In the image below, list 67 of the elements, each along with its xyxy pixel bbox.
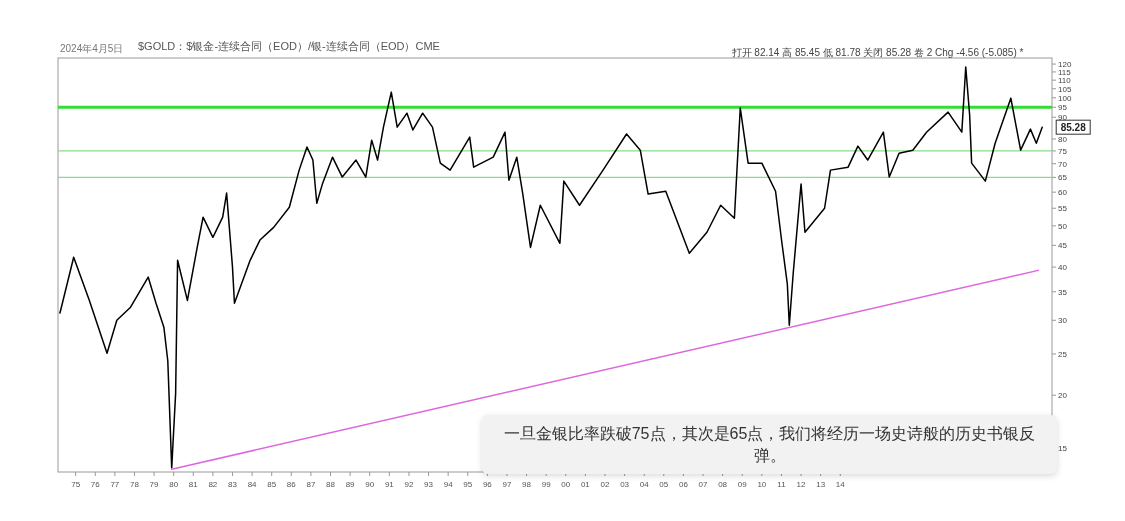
x-tick-label: 08: [718, 480, 728, 489]
y-tick-label: 30: [1058, 316, 1068, 326]
x-tick-label: 75: [71, 480, 81, 489]
y-tick-label: 105: [1058, 84, 1072, 94]
x-tick-label: 83: [228, 480, 238, 489]
y-tick-label: 100: [1058, 93, 1072, 103]
x-tick-label: 12: [796, 480, 807, 489]
y-tick-label: 75: [1058, 146, 1068, 156]
x-tick-label: 79: [149, 480, 160, 489]
x-tick-label: 97: [502, 480, 512, 489]
y-tick-label: 110: [1058, 76, 1072, 86]
x-tick-label: 99: [541, 480, 552, 489]
y-tick-label: 95: [1058, 103, 1068, 113]
x-tick-label: 92: [404, 480, 414, 489]
y-tick-label: 55: [1058, 204, 1068, 214]
y-tick-label: 90: [1058, 113, 1068, 123]
x-tick-label: 03: [620, 480, 630, 489]
x-tick-label: 93: [424, 480, 434, 489]
x-tick-label: 87: [306, 480, 316, 489]
x-tick-label: 96: [482, 480, 493, 489]
x-tick-label: 95: [463, 480, 473, 489]
x-tick-label: 88: [326, 480, 336, 489]
x-tick-label: 85: [267, 480, 277, 489]
y-tick-label: 20: [1058, 391, 1068, 401]
y-tick-label: 70: [1058, 159, 1068, 169]
y-tick-label: 65: [1058, 173, 1068, 183]
y-tick-label: 60: [1058, 188, 1068, 198]
x-tick-label: 91: [384, 480, 395, 489]
text: 打开 82.14 高 85.45 低 81.78 关闭 85.28 卷 2 Chg -4.56 (-5.085) *: [730, 46, 1025, 60]
x-tick-label: 89: [345, 480, 356, 489]
x-tick-label: 81: [188, 480, 199, 489]
x-tick-label: 94: [443, 480, 454, 489]
y-tick-label: 50: [1058, 221, 1068, 231]
x-tick-label: 01: [580, 480, 591, 489]
chart-title: $GOLD：$银金-连续合同（EOD）/银-连续合同（EOD）CME: [138, 40, 440, 52]
x-tick-label: 05: [659, 480, 669, 489]
y-tick-label: 25: [1058, 349, 1068, 359]
x-tick-label: 00: [561, 480, 571, 489]
x-tick-label: 80: [169, 480, 179, 489]
x-tick-label: 78: [130, 480, 140, 489]
y-tick-label: 45: [1058, 241, 1068, 251]
x-tick-label: 09: [737, 480, 748, 489]
x-tick-label: 07: [698, 480, 709, 489]
x-tick-label: 10: [757, 480, 767, 489]
y-tick-label: 80: [1058, 135, 1068, 144]
annotation: 85.28: [1060, 122, 1087, 134]
y-tick-label: 40: [1058, 263, 1068, 273]
x-tick-label: 77: [110, 480, 120, 489]
x-tick-label: 06: [678, 480, 689, 489]
x-tick-label: 98: [522, 480, 532, 489]
x-tick-label: 13: [816, 480, 826, 489]
x-tick-label: 02: [600, 480, 610, 489]
line-series: [59, 66, 1043, 469]
y-tick-label: 115: [1058, 67, 1072, 77]
x-tick-label: 76: [90, 480, 101, 489]
x-tick-label: 82: [208, 480, 218, 489]
x-tick-label: 90: [365, 480, 375, 489]
x-tick-label: 04: [639, 480, 650, 489]
x-tick-label: 86: [286, 480, 297, 489]
y-tick-label: 35: [1058, 287, 1068, 297]
x-tick-label: 14: [835, 480, 846, 489]
x-tick-label: 84: [247, 480, 258, 489]
y-tick-label: 15: [1058, 444, 1068, 454]
x-tick-label: 11: [777, 480, 787, 489]
y-tick-label: 120: [1058, 60, 1072, 70]
chart-subtitle: 2024年4月5日: [60, 43, 124, 54]
annotation: 一旦金银比率跌破75点，其次是65点，我们将经历一场史诗般的历史书银反弹。: [482, 415, 1057, 475]
